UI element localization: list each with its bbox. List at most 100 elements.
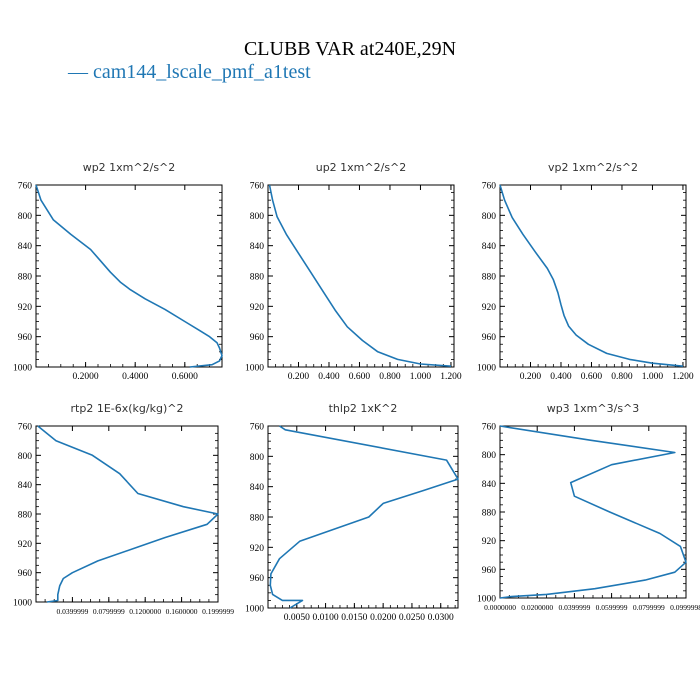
y-tick-label: 920 xyxy=(482,303,497,313)
x-tick-label: 0.400 xyxy=(550,372,572,382)
axes-frame xyxy=(35,184,223,368)
x-tick-label: 0.800 xyxy=(379,372,401,382)
y-tick-label: 880 xyxy=(482,273,497,283)
x-tick-label: 1.200 xyxy=(440,372,462,382)
y-tick-label: 960 xyxy=(18,333,33,343)
x-tick-label: 0.0250 xyxy=(399,613,425,623)
axes-frame xyxy=(499,184,687,368)
x-tick-label: 0.1999999 xyxy=(202,607,234,616)
x-tick-label: 1.200 xyxy=(672,372,694,382)
x-tick-label: 0.400 xyxy=(318,372,340,382)
x-tick-label: 1.000 xyxy=(642,372,664,382)
y-tick-label: 960 xyxy=(250,333,265,343)
series-line xyxy=(35,184,223,368)
subplot-4: rtp2 1E-6x(kg/kg)^2 760 800 840 880 920 960 100… xyxy=(13,402,234,616)
y-tick-label: 960 xyxy=(250,574,265,584)
axes-frame xyxy=(499,425,687,599)
series-line xyxy=(37,425,219,603)
y-tick-label: 880 xyxy=(250,273,265,283)
y-tick-label: 880 xyxy=(482,509,497,519)
subplot-title: wp2 1xm^2/s^2 xyxy=(83,161,176,174)
x-tick-label: 0.0599999 xyxy=(596,603,628,612)
y-tick-label: 960 xyxy=(18,569,33,579)
x-tick-label: 0.0999998 xyxy=(670,603,700,612)
subplot-title: rtp2 1E-6x(kg/kg)^2 xyxy=(71,402,184,415)
series-line xyxy=(268,184,452,367)
y-tick-label: 800 xyxy=(482,212,497,222)
x-tick-label: 0.600 xyxy=(349,372,371,382)
y-tick-label: 840 xyxy=(482,480,497,490)
y-tick-label: 840 xyxy=(250,242,265,252)
x-tick-label: 0.200 xyxy=(520,372,542,382)
y-tick-label: 880 xyxy=(18,273,33,283)
figure-title: CLUBB VAR at240E,29N xyxy=(244,38,456,60)
axes-frame xyxy=(267,425,459,609)
y-tick-label: 760 xyxy=(18,423,33,433)
y-tick-label: 800 xyxy=(250,212,265,222)
plot-grid: wp2 1xm^2/s^2 760 800 840 880 920 960 1000 0.200… xyxy=(13,161,700,623)
subplot-title: thlp2 1xK^2 xyxy=(329,402,398,415)
y-tick-label: 920 xyxy=(250,544,265,554)
series-line xyxy=(499,184,684,367)
legend-entry: — cam144_lscale_pmf_a1test xyxy=(67,61,311,83)
y-tick-label: 800 xyxy=(18,212,33,222)
x-tick-label: 0.600 xyxy=(581,372,603,382)
x-tick-label: 0.0399999 xyxy=(56,607,88,616)
subplot-6: wp3 1xm^3/s^3 760 800 840 880 920 960 10000.000… xyxy=(477,402,700,612)
y-tick-label: 840 xyxy=(482,242,497,252)
y-tick-label: 1000 xyxy=(477,364,496,374)
x-tick-label: 0.1200000 xyxy=(129,607,161,616)
y-tick-label: 920 xyxy=(482,537,497,547)
x-tick-label: 0.800 xyxy=(611,372,633,382)
y-tick-label: 960 xyxy=(482,566,497,576)
y-tick-label: 1000 xyxy=(13,599,32,609)
y-tick-label: 800 xyxy=(18,452,33,462)
subplot-title: up2 1xm^2/s^2 xyxy=(316,161,407,174)
series-line xyxy=(499,425,687,599)
x-tick-label: 0.0000000 xyxy=(484,603,516,612)
x-tick-label: 0.0399999 xyxy=(558,603,590,612)
y-tick-label: 760 xyxy=(482,182,497,192)
x-tick-label: 0.0150 xyxy=(341,613,367,623)
x-tick-label: 0.0799999 xyxy=(93,607,125,616)
y-tick-label: 920 xyxy=(18,540,33,550)
subplot-2: up2 1xm^2/s^2 760 800 840 880 920 960 1000 0.200… xyxy=(245,161,462,382)
y-tick-label: 880 xyxy=(250,514,265,524)
x-tick-label: 0.0799999 xyxy=(633,603,665,612)
x-tick-label: 0.0200 xyxy=(370,613,396,623)
y-tick-label: 800 xyxy=(250,453,265,463)
x-tick-label: 0.6000 xyxy=(172,372,198,382)
x-tick-label: 0.4000 xyxy=(122,372,148,382)
y-tick-label: 1000 xyxy=(477,595,496,605)
axes-frame xyxy=(35,425,219,603)
subplot-3: vp2 1xm^2/s^2 760 800 840 880 920 960 1000 0.200… xyxy=(477,161,694,382)
y-tick-label: 920 xyxy=(250,303,265,313)
x-tick-label: 0.0050 xyxy=(284,613,310,623)
y-tick-label: 760 xyxy=(250,423,265,433)
y-tick-label: 760 xyxy=(18,182,33,192)
y-tick-label: 760 xyxy=(482,423,497,433)
y-tick-label: 800 xyxy=(482,451,497,461)
y-tick-label: 920 xyxy=(18,303,33,313)
y-tick-label: 840 xyxy=(18,242,33,252)
y-tick-label: 1000 xyxy=(245,364,264,374)
y-tick-label: 1000 xyxy=(245,605,264,615)
series-line xyxy=(269,425,459,609)
subplot-title: wp3 1xm^3/s^3 xyxy=(547,402,640,415)
y-tick-label: 840 xyxy=(250,483,265,493)
y-tick-label: 840 xyxy=(18,481,33,491)
x-tick-label: 0.0100 xyxy=(313,613,339,623)
y-tick-label: 1000 xyxy=(13,364,32,374)
subplot-1: wp2 1xm^2/s^2 760 800 840 880 920 960 1000 0.200… xyxy=(13,161,223,382)
subplot-title: vp2 1xm^2/s^2 xyxy=(548,161,638,174)
y-tick-label: 760 xyxy=(250,182,265,192)
x-tick-label: 0.1600000 xyxy=(166,607,198,616)
x-tick-label: 0.0300 xyxy=(428,613,454,623)
y-tick-label: 880 xyxy=(18,511,33,521)
x-tick-label: 0.2000 xyxy=(73,372,99,382)
x-tick-label: 0.200 xyxy=(288,372,310,382)
x-tick-label: 0.0200000 xyxy=(521,603,553,612)
y-tick-label: 960 xyxy=(482,333,497,343)
